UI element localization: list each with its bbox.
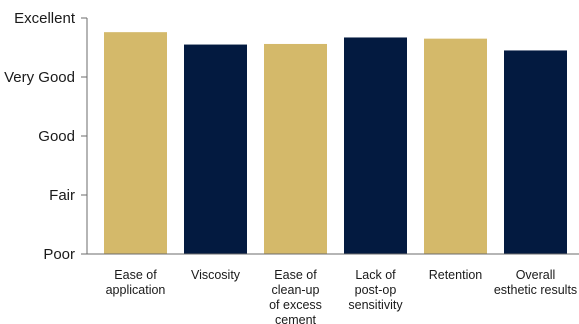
x-tick-label: Lack of post-op sensitivity [348,268,403,312]
bar [184,44,247,254]
bar [504,50,567,255]
y-tick-label: Good [38,128,75,145]
x-tick-label: Ease of application [106,268,166,297]
bar [104,32,167,254]
y-tick-label: Excellent [14,10,76,27]
y-tick-label: Fair [49,187,75,204]
x-tick-label: Ease of clean-up of excess cement [269,268,322,324]
bar [264,43,327,255]
bars [104,32,567,255]
bar [424,38,487,255]
x-tick-label: Retention [429,268,483,282]
y-tick-label: Poor [43,246,75,263]
bar [344,37,407,254]
x-tick-label: Overall esthetic results [494,268,577,297]
x-axis-labels: Ease of application Viscosity Ease of clean-… [106,268,578,324]
y-axis-ticks: Poor Fair Good Very Good Excellent [4,10,87,263]
x-tick-label: Viscosity [191,268,241,282]
y-tick-label: Very Good [4,69,75,86]
